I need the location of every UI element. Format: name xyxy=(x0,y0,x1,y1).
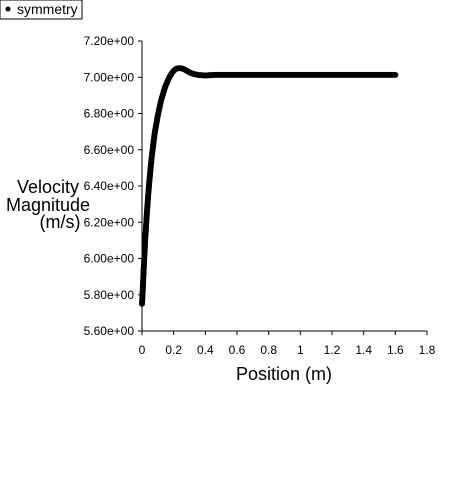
x-tick-label: 0.6 xyxy=(229,343,246,357)
y-axis-title: Velocity Magnitude (m/s) xyxy=(6,177,90,232)
data-points xyxy=(139,65,399,307)
y-ticks: 5.60e+00 5.80e+00 6.00e+00 6.20e+00 6.40e+00… xyxy=(84,34,142,338)
y-tick-label: 5.60e+00 xyxy=(84,324,135,338)
y-tick-label: 5.80e+00 xyxy=(84,288,135,302)
legend-label: symmetry xyxy=(17,1,78,17)
y-tick-label: 6.00e+00 xyxy=(84,252,135,266)
y-tick-label: 7.20e+00 xyxy=(84,34,135,48)
x-tick-label: 1.8 xyxy=(419,343,436,357)
y-axis-title-line-2: Magnitude xyxy=(6,195,90,215)
x-axis-title: Position (m) xyxy=(236,364,332,384)
legend-marker xyxy=(5,6,11,12)
x-tick-label: 1.6 xyxy=(387,343,404,357)
y-axis-title-line-3: (m/s) xyxy=(40,212,81,232)
y-tick-label: 6.80e+00 xyxy=(84,107,135,121)
x-tick-label: 0.2 xyxy=(165,343,182,357)
legend-box xyxy=(0,0,83,20)
y-axis-title-line-1: Velocity xyxy=(17,177,79,197)
x-tick-label: 1 xyxy=(297,343,304,357)
y-tick-label: 6.40e+00 xyxy=(84,179,135,193)
legend: symmetry xyxy=(0,0,83,20)
y-tick-label: 6.20e+00 xyxy=(84,215,135,229)
x-tick-label: 0 xyxy=(139,343,146,357)
x-tick-label: 0.8 xyxy=(260,343,277,357)
y-tick-label: 6.60e+00 xyxy=(84,143,135,157)
x-ticks: 0 0.2 0.4 0.6 0.8 1 1.2 1.4 1.6 1.8 xyxy=(139,331,436,357)
x-tick-label: 1.4 xyxy=(355,343,372,357)
data-point xyxy=(392,71,399,78)
y-tick-label: 7.00e+00 xyxy=(84,70,135,84)
x-tick-label: 0.4 xyxy=(197,343,214,357)
x-tick-label: 1.2 xyxy=(324,343,341,357)
